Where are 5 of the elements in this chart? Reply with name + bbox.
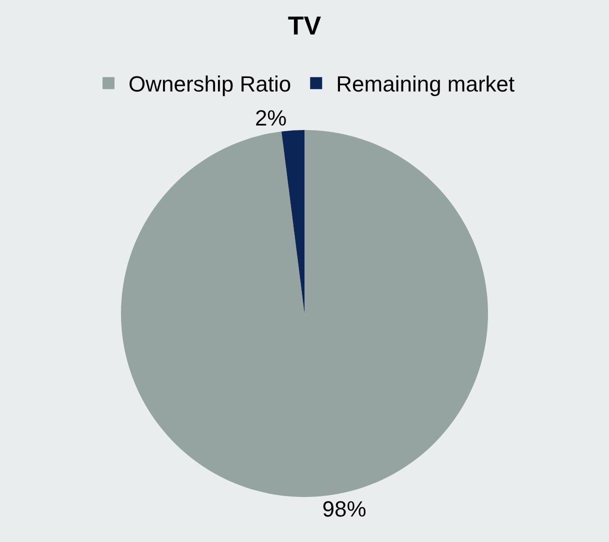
- legend-label: Remaining market: [336, 72, 515, 97]
- data-label: 98%: [322, 496, 366, 522]
- data-label: 2%: [254, 105, 287, 130]
- legend-label: Ownership Ratio: [128, 72, 292, 97]
- chart-title: TV: [288, 10, 322, 40]
